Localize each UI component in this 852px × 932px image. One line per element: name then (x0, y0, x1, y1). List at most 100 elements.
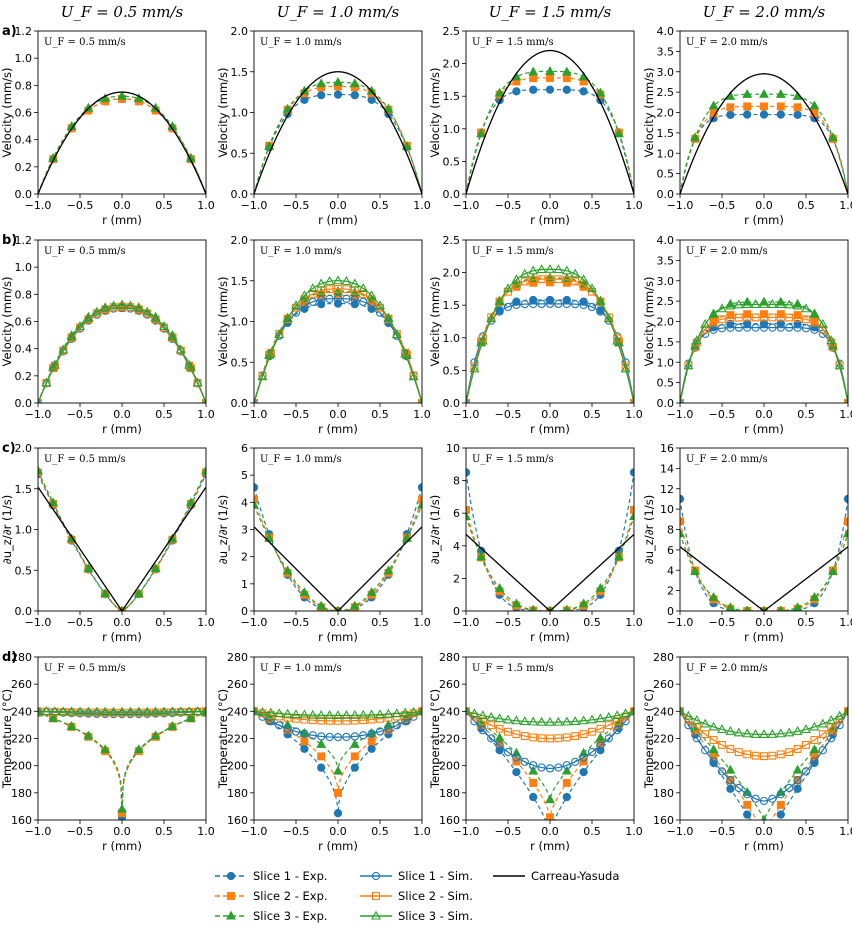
data-point (759, 323, 769, 332)
model-curve (466, 533, 634, 611)
data-point (801, 324, 811, 333)
data-point (300, 744, 309, 753)
data-point (334, 716, 342, 725)
x-tick-label: 1.0 (413, 616, 431, 629)
data-point (827, 734, 836, 743)
data-point (545, 764, 555, 773)
data-point (254, 706, 259, 715)
data-point (203, 397, 206, 403)
data-point (359, 731, 368, 740)
data-point (775, 299, 786, 309)
data-point (683, 360, 694, 370)
x-axis-label: r (mm) (102, 839, 142, 853)
data-point (709, 318, 718, 327)
x-tick-label: 0.5 (797, 408, 815, 421)
data-point (383, 565, 394, 575)
data-point (680, 528, 685, 538)
data-point (466, 397, 469, 403)
plot-area (38, 465, 206, 611)
data-point (350, 732, 359, 741)
panel-speed-label: U_F = 1.0 mm/s (260, 37, 342, 48)
data-point (683, 710, 694, 720)
x-tick-label: 0.5 (371, 199, 389, 212)
panel-speed-label: U_F = 1.5 mm/s (472, 246, 554, 257)
series-line (38, 712, 206, 814)
data-point (529, 85, 538, 94)
data-point (75, 321, 85, 331)
data-point (375, 727, 385, 736)
y-tick-label: 0.0 (443, 188, 461, 201)
data-point (528, 265, 539, 275)
y-tick-label: 280 (653, 651, 674, 664)
x-axis-label: r (mm) (102, 422, 142, 436)
series-line (254, 81, 422, 194)
data-point (299, 290, 310, 300)
x-tick-label: 1.0 (413, 825, 431, 838)
data-point (690, 132, 701, 142)
panel-speed-label: U_F = 1.0 mm/s (260, 246, 342, 257)
data-point (466, 468, 471, 477)
data-point (570, 716, 581, 725)
chart-panel: 0.0 0.5 1.0 1.5 2.0 2.5 3.0 3.5 4.0 −1.0 −0.5 0.0 0.… (642, 25, 852, 227)
data-point (512, 753, 521, 762)
axes-frame (465, 239, 635, 404)
x-tick-label: 1.0 (413, 408, 431, 421)
data-point (333, 90, 343, 99)
data-point (283, 315, 292, 324)
data-point (835, 721, 844, 730)
series-line (680, 710, 848, 757)
series-line (680, 316, 848, 403)
data-point (726, 110, 735, 120)
data-point (512, 281, 521, 290)
data-point (603, 313, 614, 323)
y-tick-label: 180 (227, 787, 248, 800)
data-point (367, 737, 376, 746)
x-tick-label: 0.5 (797, 616, 815, 629)
y-tick-label: 240 (11, 705, 32, 718)
data-point (50, 361, 59, 370)
data-point (83, 563, 94, 572)
data-point (150, 102, 161, 112)
data-point (743, 750, 752, 759)
data-point (603, 711, 614, 721)
x-tick-label: −1.0 (453, 199, 480, 212)
data-point (818, 746, 827, 755)
data-point (801, 767, 811, 776)
data-point (520, 277, 529, 286)
data-point (201, 706, 206, 715)
data-point (801, 303, 811, 313)
y-tick-label: 2.0 (231, 25, 249, 38)
data-point (826, 714, 837, 724)
y-tick-label: 200 (439, 760, 460, 773)
data-point (324, 710, 335, 719)
data-point (503, 714, 513, 724)
panel-speed-label: U_F = 0.5 mm/s (44, 663, 126, 674)
data-point (793, 110, 802, 120)
x-axis-label: r (mm) (318, 839, 358, 853)
data-point (834, 360, 845, 370)
data-point (571, 757, 580, 767)
data-point (367, 715, 376, 724)
data-point (292, 714, 300, 723)
series-line (680, 711, 848, 802)
y-tick-label: 240 (653, 705, 674, 718)
data-point (827, 132, 838, 142)
y-tick-label: 3 (241, 524, 248, 537)
y-tick-label: 1.0 (15, 52, 33, 65)
data-point (571, 277, 580, 286)
x-tick-label: −0.5 (67, 825, 94, 838)
y-tick-label: 1 (241, 578, 248, 591)
y-tick-label: 0.5 (231, 356, 249, 369)
data-point (734, 323, 743, 332)
data-point (366, 290, 377, 300)
y-tick-label: 0.6 (15, 316, 33, 329)
data-point (254, 397, 257, 403)
data-point (725, 764, 736, 774)
data-point (167, 721, 178, 730)
legend-marker (226, 910, 236, 920)
data-point (350, 763, 359, 772)
data-point (792, 300, 803, 310)
data-point (827, 566, 838, 576)
data-point (709, 757, 718, 766)
series-line (38, 473, 206, 611)
